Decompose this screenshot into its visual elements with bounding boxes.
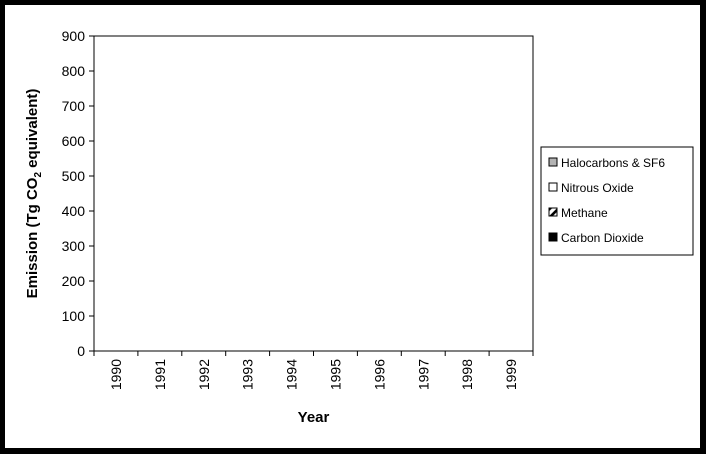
legend-label: Halocarbons & SF6: [561, 156, 665, 170]
x-tick-label: 1992: [196, 359, 212, 390]
axes-group: [89, 35, 534, 356]
y-axis-title-subscript: 2: [33, 172, 44, 178]
legend-box: [540, 146, 694, 256]
y-tick-label: 800: [62, 63, 86, 79]
legend-label: Nitrous Oxide: [561, 181, 634, 195]
y-tick-label: 300: [62, 238, 86, 254]
x-tick-label: 1998: [459, 359, 475, 390]
legend-swatch: [548, 207, 558, 217]
legend-swatch: [548, 157, 558, 167]
y-tick-label: 700: [62, 98, 86, 114]
chart-frame: 1990 1991 1992 1993 1994 1995 1996 1997 1998 1999…: [4, 4, 701, 449]
legend-label: Methane: [561, 206, 608, 220]
x-tick-label: 1993: [240, 359, 256, 390]
x-tick-label: 1997: [415, 359, 431, 390]
x-tick-label: 1994: [284, 359, 300, 390]
emissions-chart: 1990 1991 1992 1993 1994 1995 1996 1997 1998 1999…: [24, 28, 694, 426]
y-axis-title: Emission (Tg CO2 equivalent): [24, 89, 44, 299]
x-axis-title: Year: [298, 409, 330, 426]
labels-group: 1990 1991 1992 1993 1994 1995 1996 1997 1998 1999…: [24, 28, 519, 426]
y-tick-label: 100: [62, 308, 86, 324]
y-tick-label: 900: [62, 28, 86, 44]
y-tick-label: 500: [62, 168, 86, 184]
legend-swatch: [548, 182, 558, 192]
y-axis-title-suffix: equivalent): [24, 89, 41, 172]
plot-area: [93, 35, 534, 352]
y-tick-label: 400: [62, 203, 86, 219]
legend: Halocarbons & SF6 Nitrous Oxide Methane Car…: [540, 146, 694, 256]
legend-label: Carbon Dioxide: [561, 231, 644, 245]
x-tick-label: 1990: [108, 359, 124, 390]
y-axis-title-prefix: Emission (Tg CO: [24, 177, 41, 298]
y-tick-label: 200: [62, 273, 86, 289]
y-tick-label: 0: [77, 343, 85, 359]
y-tick-label: 600: [62, 133, 86, 149]
x-tick-label: 1999: [503, 359, 519, 390]
x-tick-label: 1996: [371, 359, 387, 390]
x-tick-label: 1991: [152, 359, 168, 390]
x-tick-label: 1995: [327, 359, 343, 390]
legend-swatch: [548, 232, 558, 242]
